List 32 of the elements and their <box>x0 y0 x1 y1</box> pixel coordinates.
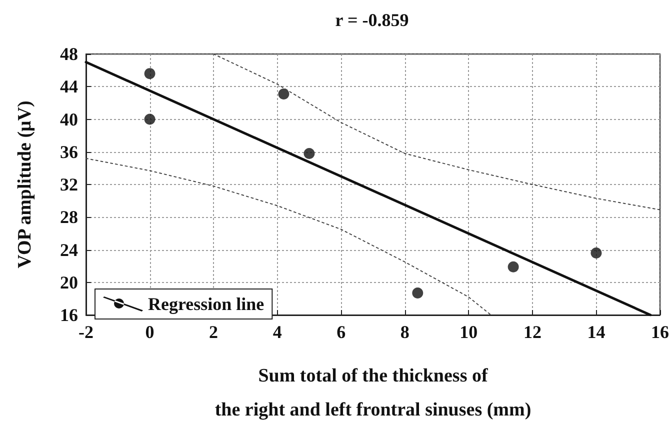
x-tick-label: 6 <box>336 322 346 342</box>
point <box>144 68 156 80</box>
point <box>278 88 290 100</box>
y-axis-title: VOP amplitude (μV) <box>14 100 36 268</box>
y-tick-label: 40 <box>60 109 78 130</box>
x-axis-title: Sum total of the thickness of the right and left frontral sinuses (mm) <box>214 366 532 420</box>
y-tick-label: 32 <box>60 174 78 194</box>
point <box>144 114 156 125</box>
x-tick-label: 0 <box>145 322 154 342</box>
chart-title: r = -0.859 <box>335 10 409 30</box>
legend-label: Regression line <box>148 294 264 314</box>
x-tick-label: 16 <box>651 322 669 342</box>
point <box>304 148 315 160</box>
line-series <box>86 158 492 316</box>
point <box>508 261 519 272</box>
point <box>412 287 424 298</box>
y-tick-label: 16 <box>60 305 78 325</box>
x-tick-label: 14 <box>587 322 606 342</box>
x-tick-label: 10 <box>460 322 478 342</box>
y-tick-label: 48 <box>60 44 78 64</box>
x-tick-label: 4 <box>272 322 282 342</box>
point <box>590 248 602 259</box>
y-tick-label: 36 <box>60 142 78 162</box>
x-tick-label: -2 <box>78 322 94 342</box>
x-tick-label: 8 <box>400 322 410 342</box>
y-tick-label: 44 <box>60 76 78 97</box>
x-tick-label: 12 <box>523 322 542 342</box>
line-series <box>213 54 660 210</box>
y-tick-label: 24 <box>60 240 78 260</box>
y-tick-label: 20 <box>60 272 78 292</box>
y-tick-label: 28 <box>60 207 78 228</box>
x-tick-label: 2 <box>209 322 218 342</box>
